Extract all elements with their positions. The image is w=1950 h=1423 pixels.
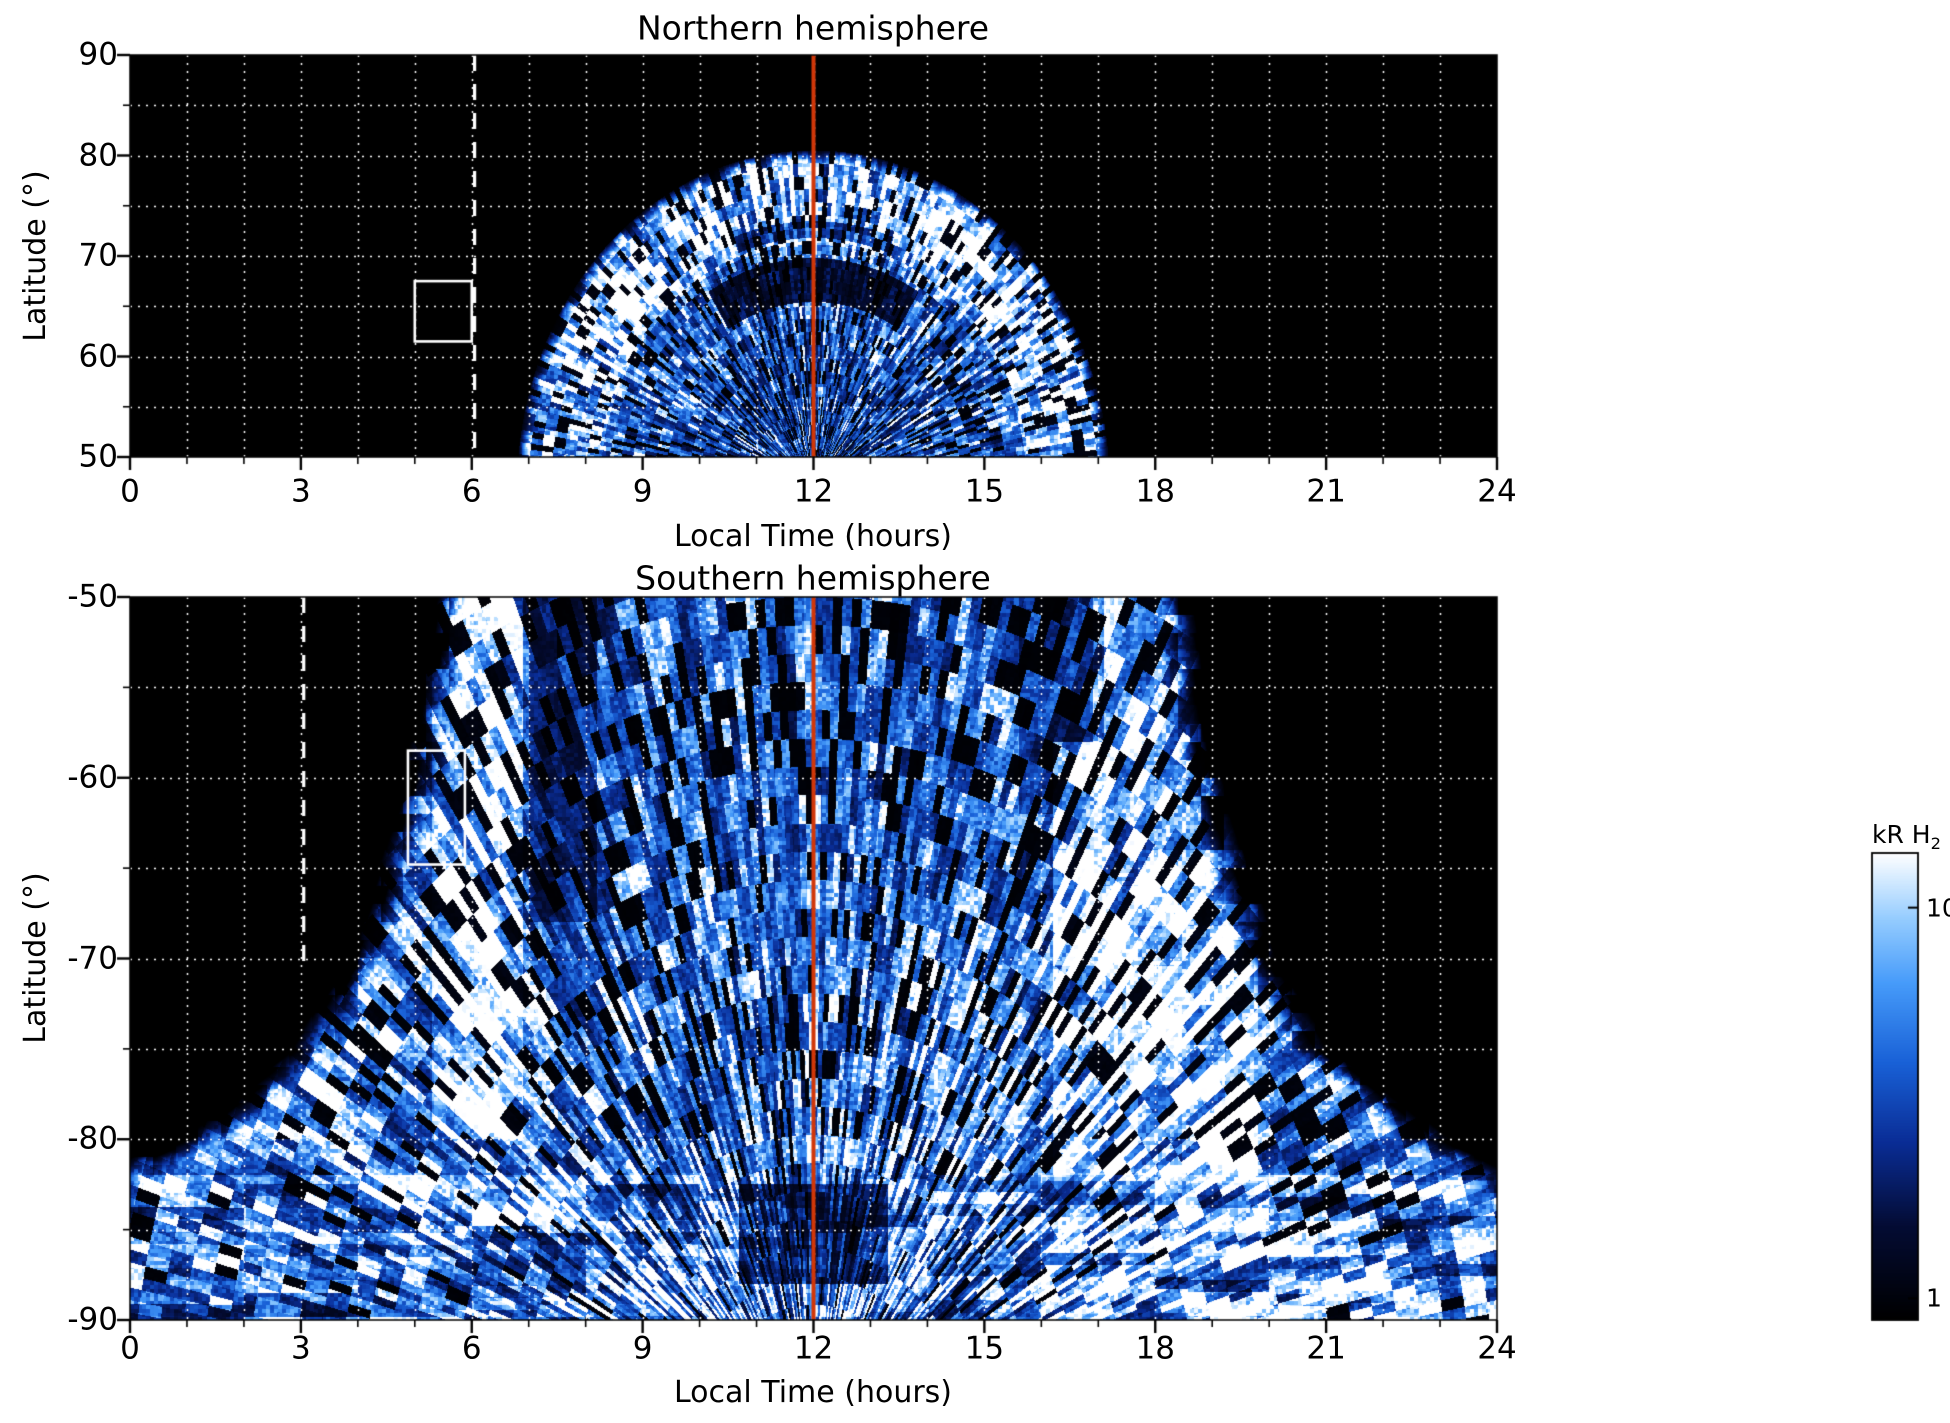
south-x-tick-label: 0 (120, 1330, 140, 1367)
north-x-tick-label: 15 (964, 473, 1005, 510)
south-panel-title: Southern hemisphere (635, 558, 991, 598)
south-x-tick-label: 15 (964, 1330, 1005, 1367)
south-yaxis-label: Latitude (°) (18, 872, 53, 1044)
colorbar-title-main: kR H (1872, 819, 1931, 849)
north-x-tick-label: 3 (291, 473, 311, 510)
south-xaxis-label: Local Time (hours) (674, 1375, 952, 1410)
colorbar-tick-label: 10 (1926, 893, 1950, 923)
south-x-tick-label: 21 (1306, 1330, 1346, 1367)
north-x-tick-label: 0 (120, 473, 140, 510)
north-y-tick-label: 60 (78, 338, 118, 374)
colorbar-title-subscript: 2 (1930, 833, 1941, 853)
north-y-tick-label: 50 (78, 438, 118, 475)
south-y-tick-label: -60 (67, 759, 118, 796)
north-x-tick-label: 12 (793, 473, 834, 510)
south-x-tick-label: 18 (1135, 1330, 1175, 1367)
north-y-tick-label: 70 (78, 237, 118, 274)
colorbar-tick-label: 1 (1926, 1283, 1942, 1313)
south-y-tick-label: -70 (67, 940, 118, 976)
north-xaxis-label: Local Time (hours) (674, 519, 952, 554)
north-yaxis-label: Latitude (°) (18, 170, 53, 342)
south-y-tick-label: -80 (67, 1120, 118, 1157)
north-x-tick-label: 9 (632, 473, 653, 510)
south-x-tick-label: 12 (793, 1330, 834, 1367)
south-x-tick-label: 9 (632, 1330, 653, 1367)
north-x-tick-label: 21 (1306, 473, 1346, 510)
south-x-tick-label: 3 (291, 1330, 311, 1367)
south-y-tick-label: -90 (67, 1301, 118, 1338)
north-y-tick-label: 90 (78, 36, 118, 73)
south-x-tick-label: 6 (461, 1330, 482, 1367)
north-panel-title: Northern hemisphere (636, 8, 990, 48)
south-y-tick-label: -50 (67, 578, 118, 615)
north-x-tick-label: 6 (461, 473, 482, 510)
north-y-tick-label: 80 (78, 137, 118, 173)
south-x-tick-label: 24 (1477, 1330, 1517, 1367)
north-x-tick-label: 18 (1135, 473, 1175, 510)
north-x-tick-label: 24 (1477, 473, 1517, 510)
colorbar-title: kR H2 (1872, 822, 1941, 852)
